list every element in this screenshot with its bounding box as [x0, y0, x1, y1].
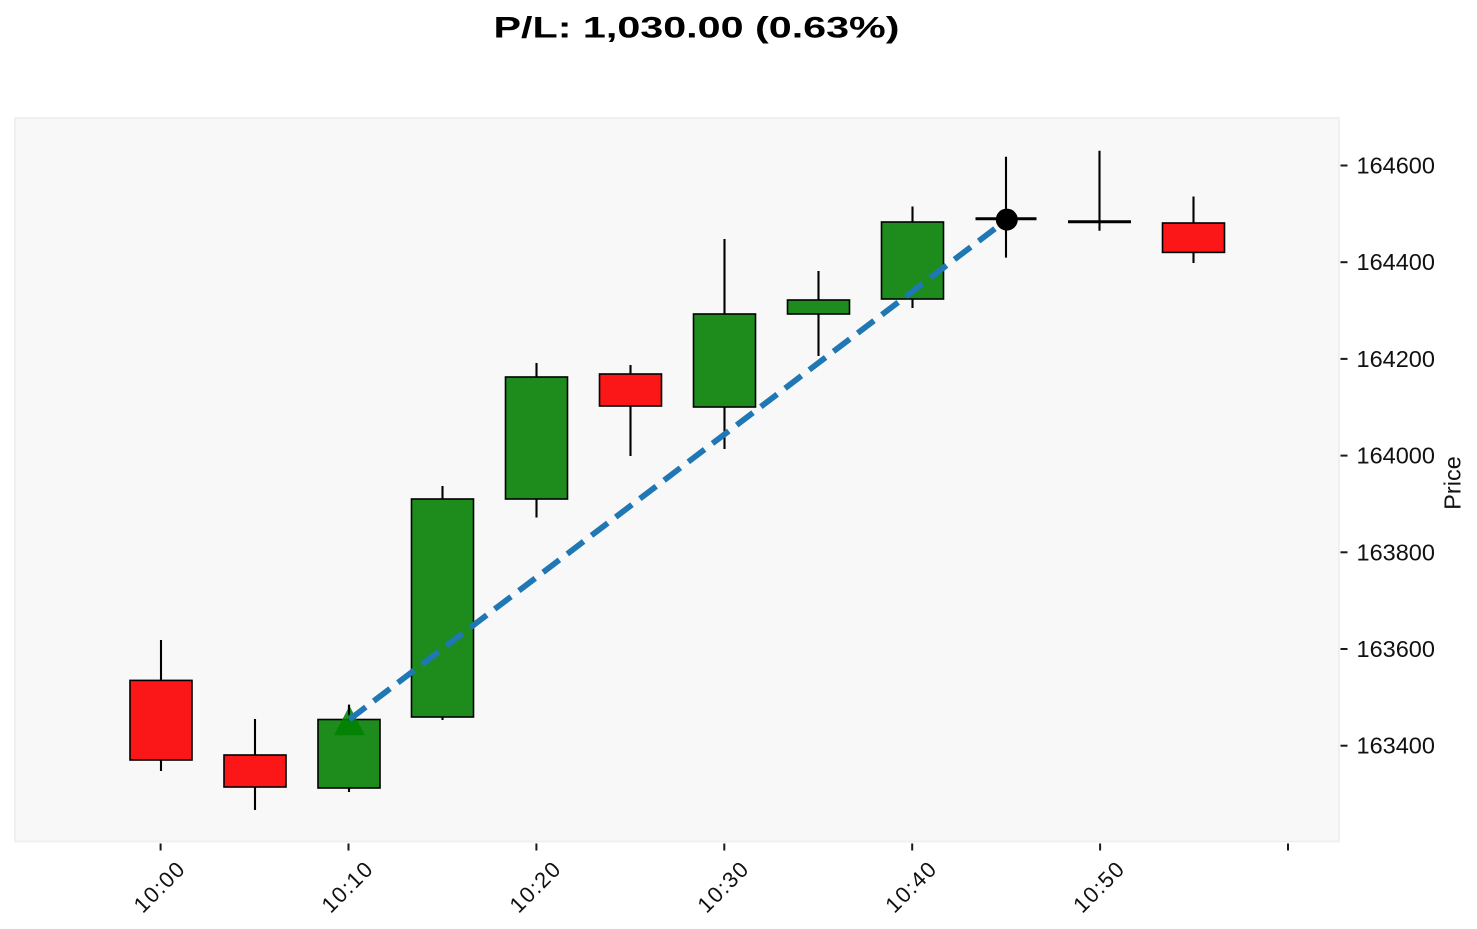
- svg-text:164000: 164000: [1357, 443, 1435, 469]
- svg-text:164600: 164600: [1357, 153, 1435, 179]
- svg-text:164200: 164200: [1357, 346, 1435, 372]
- svg-text:163400: 163400: [1357, 733, 1435, 759]
- svg-text:P/L: 1,030.00 (0.63%): P/L: 1,030.00 (0.63%): [494, 12, 900, 45]
- svg-text:164400: 164400: [1357, 249, 1435, 275]
- svg-text:163800: 163800: [1357, 539, 1435, 565]
- svg-text:Price: Price: [1440, 456, 1466, 510]
- svg-text:163600: 163600: [1357, 636, 1435, 662]
